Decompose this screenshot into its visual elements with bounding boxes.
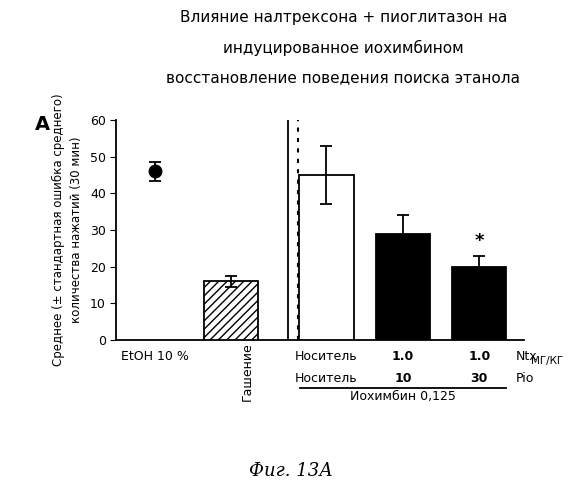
Text: *: * (474, 232, 484, 250)
Text: Гашение: Гашение (240, 342, 253, 401)
Text: индуцированное иохимбином: индуцированное иохимбином (223, 40, 464, 56)
Text: восстановление поведения поиска этанола: восстановление поведения поиска этанола (166, 70, 520, 85)
Text: 10: 10 (394, 372, 411, 386)
Text: 30: 30 (471, 372, 488, 386)
Bar (299, 175, 353, 340)
Bar (376, 234, 430, 340)
Text: Носитель: Носитель (295, 372, 358, 386)
Text: Pio: Pio (516, 372, 534, 386)
Text: Фиг. 13А: Фиг. 13А (249, 462, 333, 480)
Text: 1.0: 1.0 (468, 350, 491, 363)
Text: Ntx: Ntx (516, 350, 538, 363)
Bar (204, 282, 258, 340)
Text: МГ/КГ: МГ/КГ (531, 356, 563, 366)
Bar (452, 266, 506, 340)
Text: Влияние налтрексона + пиоглитазон на: Влияние налтрексона + пиоглитазон на (180, 10, 507, 25)
Text: A: A (35, 115, 50, 134)
Text: EtOH 10 %: EtOH 10 % (120, 350, 189, 363)
Y-axis label: Среднее (± стандартная ошибка среднего)
количества нажатий (30 мин): Среднее (± стандартная ошибка среднего) … (52, 94, 83, 366)
Text: 1.0: 1.0 (392, 350, 414, 363)
Text: Носитель: Носитель (295, 350, 358, 363)
Text: Иохимбин 0,125: Иохимбин 0,125 (350, 390, 456, 403)
